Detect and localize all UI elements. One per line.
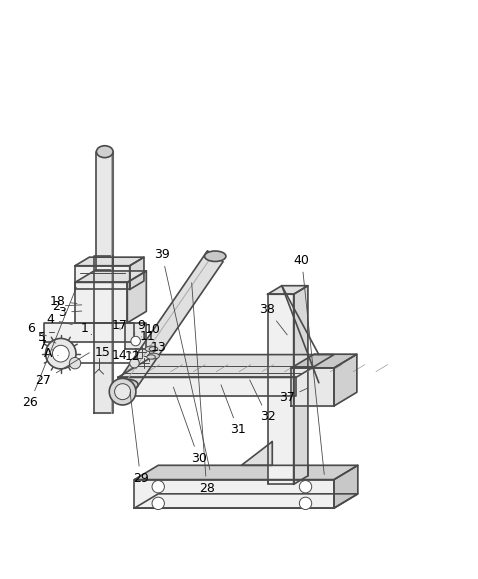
Polygon shape	[291, 354, 357, 368]
Polygon shape	[127, 271, 146, 323]
Polygon shape	[291, 368, 334, 406]
Text: 4: 4	[46, 313, 72, 326]
Text: 6: 6	[27, 322, 46, 336]
Text: 13: 13	[151, 342, 166, 354]
Circle shape	[152, 497, 164, 510]
Text: 2: 2	[52, 300, 82, 313]
Ellipse shape	[145, 346, 157, 352]
Ellipse shape	[97, 146, 113, 157]
Circle shape	[299, 481, 312, 493]
Text: 28: 28	[192, 283, 215, 494]
Text: 7: 7	[39, 339, 54, 352]
Polygon shape	[130, 257, 144, 290]
Text: 39: 39	[154, 248, 210, 470]
Ellipse shape	[148, 353, 159, 359]
Text: 26: 26	[22, 287, 76, 409]
Text: 29: 29	[130, 392, 149, 485]
Polygon shape	[268, 294, 293, 485]
Text: 37: 37	[279, 388, 308, 404]
Text: 14: 14	[111, 349, 127, 361]
Text: A: A	[43, 347, 58, 360]
Text: 3: 3	[58, 306, 82, 319]
Polygon shape	[118, 378, 296, 397]
Polygon shape	[97, 152, 113, 270]
Text: 30: 30	[174, 387, 206, 465]
Polygon shape	[293, 285, 308, 485]
Polygon shape	[75, 271, 146, 283]
Polygon shape	[75, 283, 127, 323]
Ellipse shape	[147, 355, 155, 359]
Text: 9: 9	[133, 318, 145, 335]
Polygon shape	[120, 251, 223, 390]
Text: 38: 38	[260, 303, 287, 335]
Circle shape	[115, 384, 130, 400]
Text: 18: 18	[50, 295, 77, 308]
Circle shape	[69, 357, 81, 369]
Polygon shape	[134, 494, 358, 508]
Polygon shape	[334, 354, 357, 406]
Circle shape	[45, 339, 76, 369]
Polygon shape	[241, 442, 272, 466]
Text: 10: 10	[141, 324, 161, 337]
Ellipse shape	[149, 347, 158, 351]
Text: 32: 32	[250, 380, 275, 423]
Text: 11: 11	[140, 329, 156, 343]
Circle shape	[152, 481, 164, 493]
Circle shape	[131, 336, 141, 346]
Polygon shape	[94, 256, 113, 413]
Circle shape	[53, 345, 69, 362]
Text: 27: 27	[35, 353, 89, 387]
Polygon shape	[268, 285, 308, 294]
Polygon shape	[134, 479, 334, 508]
Polygon shape	[118, 354, 334, 378]
Polygon shape	[75, 266, 130, 290]
Polygon shape	[125, 323, 146, 349]
Polygon shape	[334, 466, 358, 508]
Text: 1: 1	[81, 322, 92, 335]
Ellipse shape	[205, 251, 226, 262]
Circle shape	[109, 378, 136, 405]
Circle shape	[130, 358, 139, 368]
Text: 31: 31	[221, 385, 246, 436]
Text: 12: 12	[124, 350, 140, 362]
Circle shape	[299, 497, 312, 510]
Ellipse shape	[117, 379, 138, 390]
Text: 17: 17	[111, 318, 127, 332]
Text: 5: 5	[38, 331, 56, 343]
Polygon shape	[134, 466, 358, 479]
Text: 15: 15	[94, 346, 110, 359]
Polygon shape	[75, 257, 144, 266]
Text: 40: 40	[294, 254, 324, 474]
Polygon shape	[44, 323, 134, 342]
